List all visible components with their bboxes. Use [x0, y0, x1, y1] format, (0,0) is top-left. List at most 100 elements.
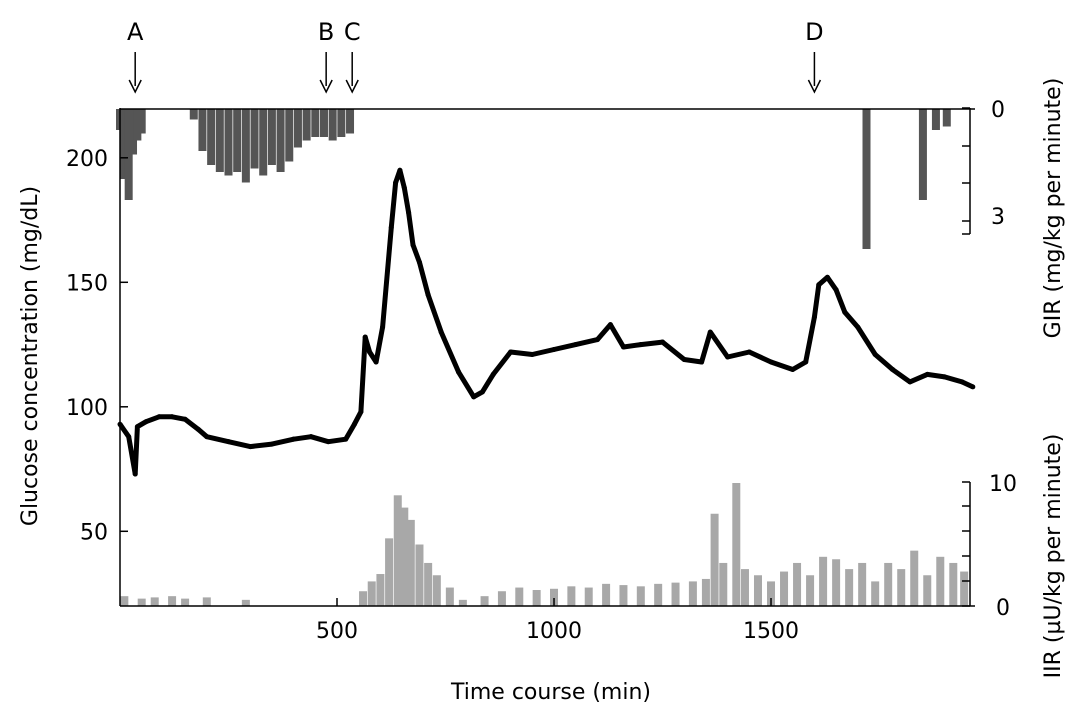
- glucose-point: [699, 359, 705, 365]
- event-arrow-head: [128, 79, 142, 94]
- glucose-point: [803, 359, 809, 365]
- glucose-point: [438, 329, 444, 335]
- gir-bar: [918, 109, 927, 200]
- gir-bar: [215, 109, 224, 172]
- gir-bar: [250, 109, 259, 169]
- iir-bar: [393, 495, 402, 606]
- glucose-point: [811, 314, 817, 320]
- iir-bar: [181, 598, 190, 606]
- glucose-point: [842, 309, 848, 315]
- event-label: B: [318, 18, 334, 46]
- iir-bar: [168, 596, 177, 606]
- iir-tick-label: 0: [996, 596, 1010, 621]
- glucose-point: [638, 342, 644, 348]
- gir-bar: [259, 109, 268, 176]
- event-label: C: [344, 18, 361, 46]
- x-tick-label: 1000: [526, 619, 582, 644]
- gir-bar: [931, 109, 940, 130]
- gir-bar: [233, 109, 242, 172]
- x-axis-title: Time course (min): [450, 680, 651, 705]
- gir-bar: [862, 109, 871, 249]
- glucose-point: [308, 434, 314, 440]
- iir-bars: [120, 483, 969, 606]
- iir-bar: [960, 571, 969, 606]
- glucose-point: [269, 441, 275, 447]
- iir-bar: [780, 571, 789, 606]
- glucose-point: [367, 349, 373, 355]
- iir-bar: [137, 598, 146, 606]
- iir-bar: [406, 519, 415, 606]
- gir-bar: [267, 109, 276, 165]
- glucose-point: [872, 352, 878, 358]
- glucose-point: [343, 436, 349, 442]
- glucose-point: [660, 339, 666, 345]
- iir-bar: [793, 562, 802, 606]
- iir-bar: [858, 562, 867, 606]
- glucose-point: [768, 359, 774, 365]
- iir-bar: [550, 588, 559, 606]
- iir-bar: [458, 599, 467, 606]
- iir-bar: [832, 559, 841, 606]
- iir-bar: [871, 581, 880, 606]
- glucose-point: [397, 167, 403, 173]
- glucose-point: [707, 329, 713, 335]
- glucose-point: [508, 349, 514, 355]
- iir-bar: [949, 562, 958, 606]
- glucose-point: [425, 292, 431, 298]
- gir-bar: [328, 109, 337, 141]
- glucose-point: [169, 414, 175, 420]
- gir-bar: [319, 109, 328, 137]
- gir-bars: [116, 109, 951, 249]
- glucose-point: [358, 409, 364, 415]
- iir-bar: [897, 569, 906, 606]
- x-tick-label: 1500: [743, 619, 799, 644]
- glucose-point: [373, 359, 379, 365]
- y-tick-label: 100: [66, 396, 108, 421]
- glucose-line: [117, 167, 974, 477]
- iir-bar: [480, 596, 489, 606]
- iir-bar: [202, 597, 211, 606]
- iir-bar: [567, 586, 576, 606]
- iir-bar: [241, 599, 250, 606]
- iir-bar: [385, 538, 394, 606]
- glucose-point: [126, 434, 132, 440]
- y-tick-label: 50: [80, 520, 108, 545]
- gir-bar: [337, 109, 346, 137]
- glucose-point: [143, 419, 149, 425]
- iir-bar: [719, 562, 728, 606]
- iir-bar: [376, 574, 385, 606]
- glucose-point: [351, 421, 357, 427]
- glucose-point: [924, 371, 930, 377]
- gir-bar: [129, 109, 138, 155]
- iir-bar: [584, 587, 593, 606]
- glucose-point: [132, 471, 138, 477]
- event-arrow-head: [807, 79, 822, 94]
- glucose-point: [291, 436, 297, 442]
- glucose-point: [573, 342, 579, 348]
- iir-bar: [120, 596, 129, 606]
- glucose-point: [195, 426, 201, 432]
- glucose-point: [529, 352, 535, 358]
- gir-bar: [346, 109, 355, 134]
- glucose-point: [401, 185, 407, 191]
- gir-bar: [302, 109, 311, 141]
- iir-bar: [740, 569, 749, 606]
- event-label: D: [805, 18, 823, 46]
- glucose-point: [833, 287, 839, 293]
- iir-bar: [767, 581, 776, 606]
- event-label: A: [127, 18, 144, 46]
- iir-bar: [359, 591, 368, 606]
- glucose-point: [816, 282, 822, 288]
- iir-bar: [753, 575, 762, 606]
- gir-bar: [189, 109, 198, 120]
- iir-bar: [636, 586, 645, 606]
- gir-bar: [942, 109, 951, 127]
- iir-bar: [497, 591, 506, 606]
- gir-tick-label: 0: [991, 98, 1005, 123]
- glucose-point: [907, 379, 913, 385]
- iir-bar: [732, 483, 741, 606]
- glucose-point: [681, 356, 687, 362]
- glucose-point: [380, 324, 386, 330]
